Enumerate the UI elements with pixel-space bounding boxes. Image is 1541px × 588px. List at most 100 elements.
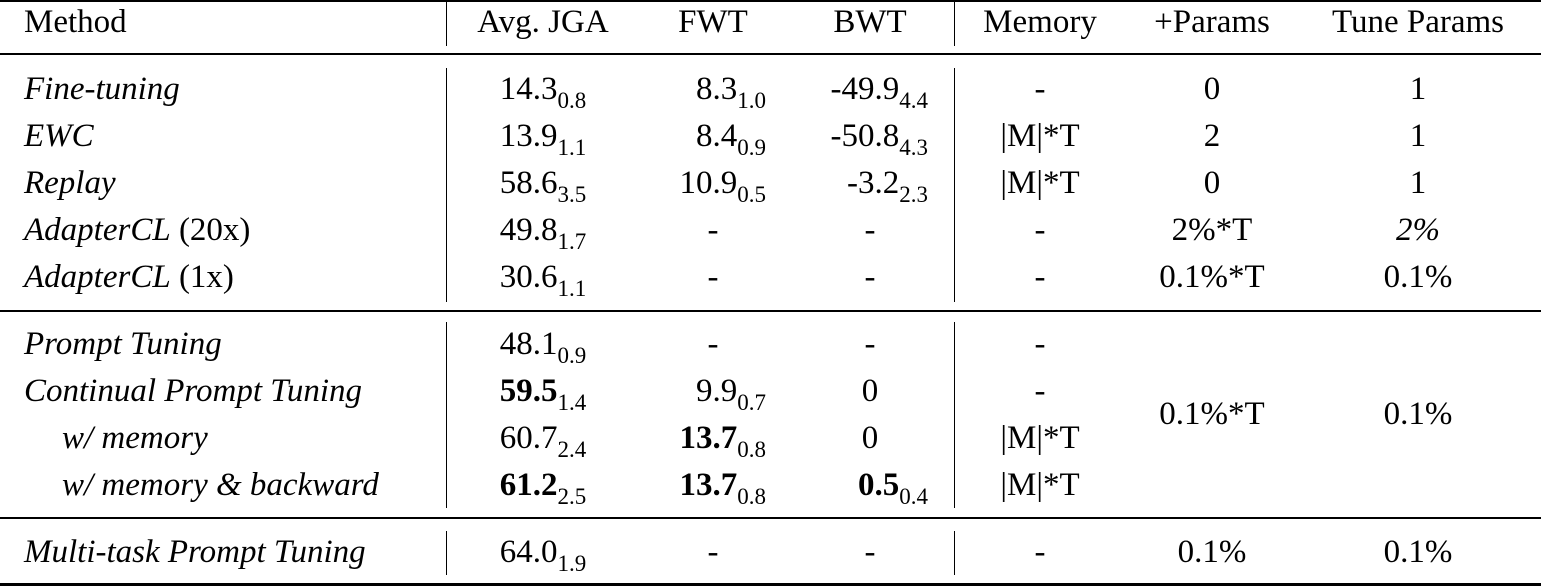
column-divider	[954, 322, 956, 508]
jga-std: 1.4	[557, 390, 587, 415]
fwt-value: 8.4	[696, 118, 738, 154]
jga-value: 60.7	[499, 420, 558, 456]
tune-params-cell: 1	[1409, 71, 1427, 107]
jga-value: 61.2	[499, 467, 558, 503]
header-params: +Params	[1154, 4, 1270, 40]
method-name: AdapterCL (1x)	[24, 257, 234, 297]
method-name: w/ memory & backward	[62, 465, 379, 505]
jga-cell: 13.91.1	[500, 116, 587, 160]
memory-cell: -	[1034, 259, 1046, 295]
bwt-cell: 0	[861, 373, 879, 409]
method-suffix: (1x)	[170, 259, 234, 295]
memory-cell: |M|*T	[1000, 118, 1080, 154]
method-name: Prompt Tuning	[24, 324, 222, 364]
jga-value: 64.0	[499, 534, 558, 570]
fwt-cell: 9.90.7	[696, 371, 766, 415]
fwt-cell: -	[707, 534, 719, 570]
bottom-rule	[0, 583, 1541, 586]
jga-value: 30.6	[499, 259, 558, 295]
tune-params-cell: 0.1%	[1383, 534, 1453, 570]
fwt-std: 0.7	[737, 390, 766, 415]
jga-value: 58.6	[499, 165, 558, 201]
jga-std: 2.5	[557, 484, 587, 509]
bwt-cell: -49.94.4	[831, 69, 929, 113]
group-params-cell: 0.1%*T	[1159, 396, 1265, 432]
bwt-cell: 0	[861, 420, 879, 456]
memory-cell: -	[1034, 326, 1046, 362]
bwt-std: 4.3	[899, 135, 928, 160]
fwt-std: 1.0	[737, 88, 766, 113]
jga-value: 14.3	[499, 71, 558, 107]
bwt-std: 4.4	[899, 88, 928, 113]
jga-cell: 48.10.9	[500, 324, 587, 368]
fwt-std: 0.9	[737, 135, 766, 160]
header-fwt: FWT	[678, 4, 748, 40]
fwt-value: 13.7	[679, 420, 738, 456]
bwt-cell: -3.22.3	[847, 163, 928, 207]
method-label: EWC	[24, 118, 94, 154]
jga-cell: 58.63.5	[499, 163, 587, 207]
column-divider	[446, 322, 448, 508]
bwt-cell: -	[864, 259, 876, 295]
memory-cell: |M|*T	[1000, 420, 1080, 456]
group-rule-1	[0, 310, 1541, 312]
jga-cell: 60.72.4	[499, 418, 587, 462]
bwt-value: -3.2	[847, 165, 900, 201]
memory-cell: -	[1034, 212, 1046, 248]
method-label: Continual Prompt Tuning	[24, 373, 362, 409]
top-rule	[0, 0, 1541, 2]
jga-cell: 61.22.5	[499, 465, 587, 509]
fwt-cell: 10.90.5	[679, 163, 767, 207]
fwt-std: 0.5	[737, 182, 766, 207]
fwt-value: 10.9	[679, 165, 738, 201]
jga-std: 1.1	[557, 135, 587, 160]
header-bwt: BWT	[833, 4, 907, 40]
params-cell: 0.1%*T	[1159, 259, 1265, 295]
fwt-std: 0.8	[737, 437, 766, 462]
column-divider	[954, 68, 956, 302]
memory-cell: -	[1034, 373, 1046, 409]
fwt-value: 8.3	[696, 71, 738, 107]
group-tune-params-cell: 0.1%	[1383, 396, 1453, 432]
memory-cell: -	[1034, 71, 1046, 107]
bwt-cell: 0.50.4	[858, 465, 928, 509]
jga-std: 3.5	[557, 182, 587, 207]
jga-std: 0.8	[557, 88, 587, 113]
fwt-cell: -	[707, 326, 719, 362]
jga-value: 49.8	[499, 212, 558, 248]
params-cell: 2	[1203, 118, 1221, 154]
jga-std: 1.1	[557, 276, 587, 301]
bwt-value: -50.8	[830, 118, 900, 154]
method-name: Multi-task Prompt Tuning	[24, 532, 366, 572]
fwt-cell: 8.31.0	[696, 69, 766, 113]
params-cell: 0	[1203, 71, 1221, 107]
method-label: Prompt Tuning	[24, 326, 222, 362]
memory-cell: |M|*T	[1000, 467, 1080, 503]
params-cell: 2%*T	[1171, 212, 1253, 248]
fwt-cell: 13.70.8	[679, 418, 767, 462]
jga-std: 0.9	[557, 343, 587, 368]
bwt-cell: -50.84.3	[830, 116, 929, 160]
fwt-cell: -	[707, 259, 719, 295]
header-avg-jga: Avg. JGA	[477, 4, 609, 40]
bwt-cell: -	[864, 212, 876, 248]
jga-cell: 14.30.8	[499, 69, 587, 113]
params-cell: 0	[1203, 165, 1221, 201]
method-label: AdapterCL	[24, 212, 171, 248]
method-name: EWC	[24, 116, 94, 156]
column-divider	[954, 2, 956, 46]
fwt-value: 13.7	[679, 467, 738, 503]
header-memory: Memory	[983, 4, 1097, 40]
bwt-value: 0.5	[858, 467, 900, 503]
group-rule-2	[0, 517, 1541, 519]
jga-cell: 30.61.1	[499, 257, 587, 301]
jga-std: 2.4	[557, 437, 587, 462]
bwt-std: 2.3	[899, 182, 928, 207]
column-divider	[446, 2, 448, 46]
fwt-std: 0.8	[737, 484, 766, 509]
bwt-cell: -	[864, 326, 876, 362]
method-label: Multi-task Prompt Tuning	[24, 534, 366, 570]
header-tune-params: Tune Params	[1331, 4, 1505, 40]
jga-value: 59.5	[499, 373, 558, 409]
fwt-cell: -	[707, 212, 719, 248]
